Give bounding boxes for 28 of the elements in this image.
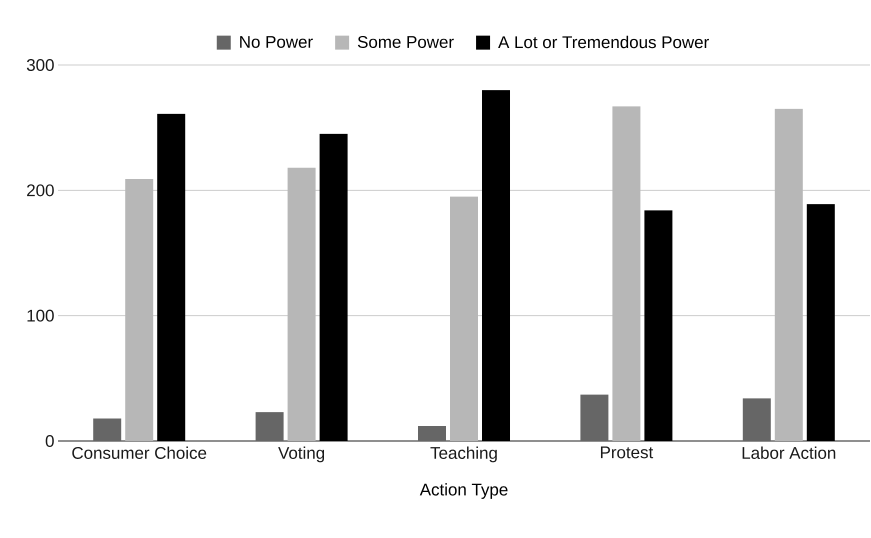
x-tick-label: Protest <box>600 446 654 458</box>
bar <box>806 204 835 441</box>
bar <box>774 108 803 441</box>
x-tick-label: Labor Action <box>742 446 836 459</box>
bar <box>157 114 186 441</box>
y-tick-label: 200 <box>27 184 54 196</box>
bar <box>320 134 348 441</box>
bar <box>93 418 122 441</box>
legend-label: A Lot or Tremendous Power <box>498 36 709 48</box>
bar <box>125 179 154 441</box>
legend-label: No Power <box>240 36 313 48</box>
bar <box>580 394 608 441</box>
bar <box>418 426 446 441</box>
legend-label: Some Power <box>358 36 454 48</box>
bar <box>612 106 640 441</box>
y-tick-label: 0 <box>46 435 54 447</box>
bar <box>482 90 510 441</box>
bar <box>256 412 284 441</box>
bar <box>288 168 316 441</box>
x-axis-title: Action Type <box>420 483 508 499</box>
x-tick-label: Voting <box>278 446 324 462</box>
bar <box>644 210 672 441</box>
x-tick-label: Teaching <box>430 446 497 462</box>
y-tick-label: 300 <box>26 59 54 71</box>
bar <box>450 196 478 441</box>
x-tick-label: Consumer Choice <box>72 446 206 459</box>
bar <box>742 398 771 441</box>
y-tick-label: 100 <box>28 310 54 322</box>
